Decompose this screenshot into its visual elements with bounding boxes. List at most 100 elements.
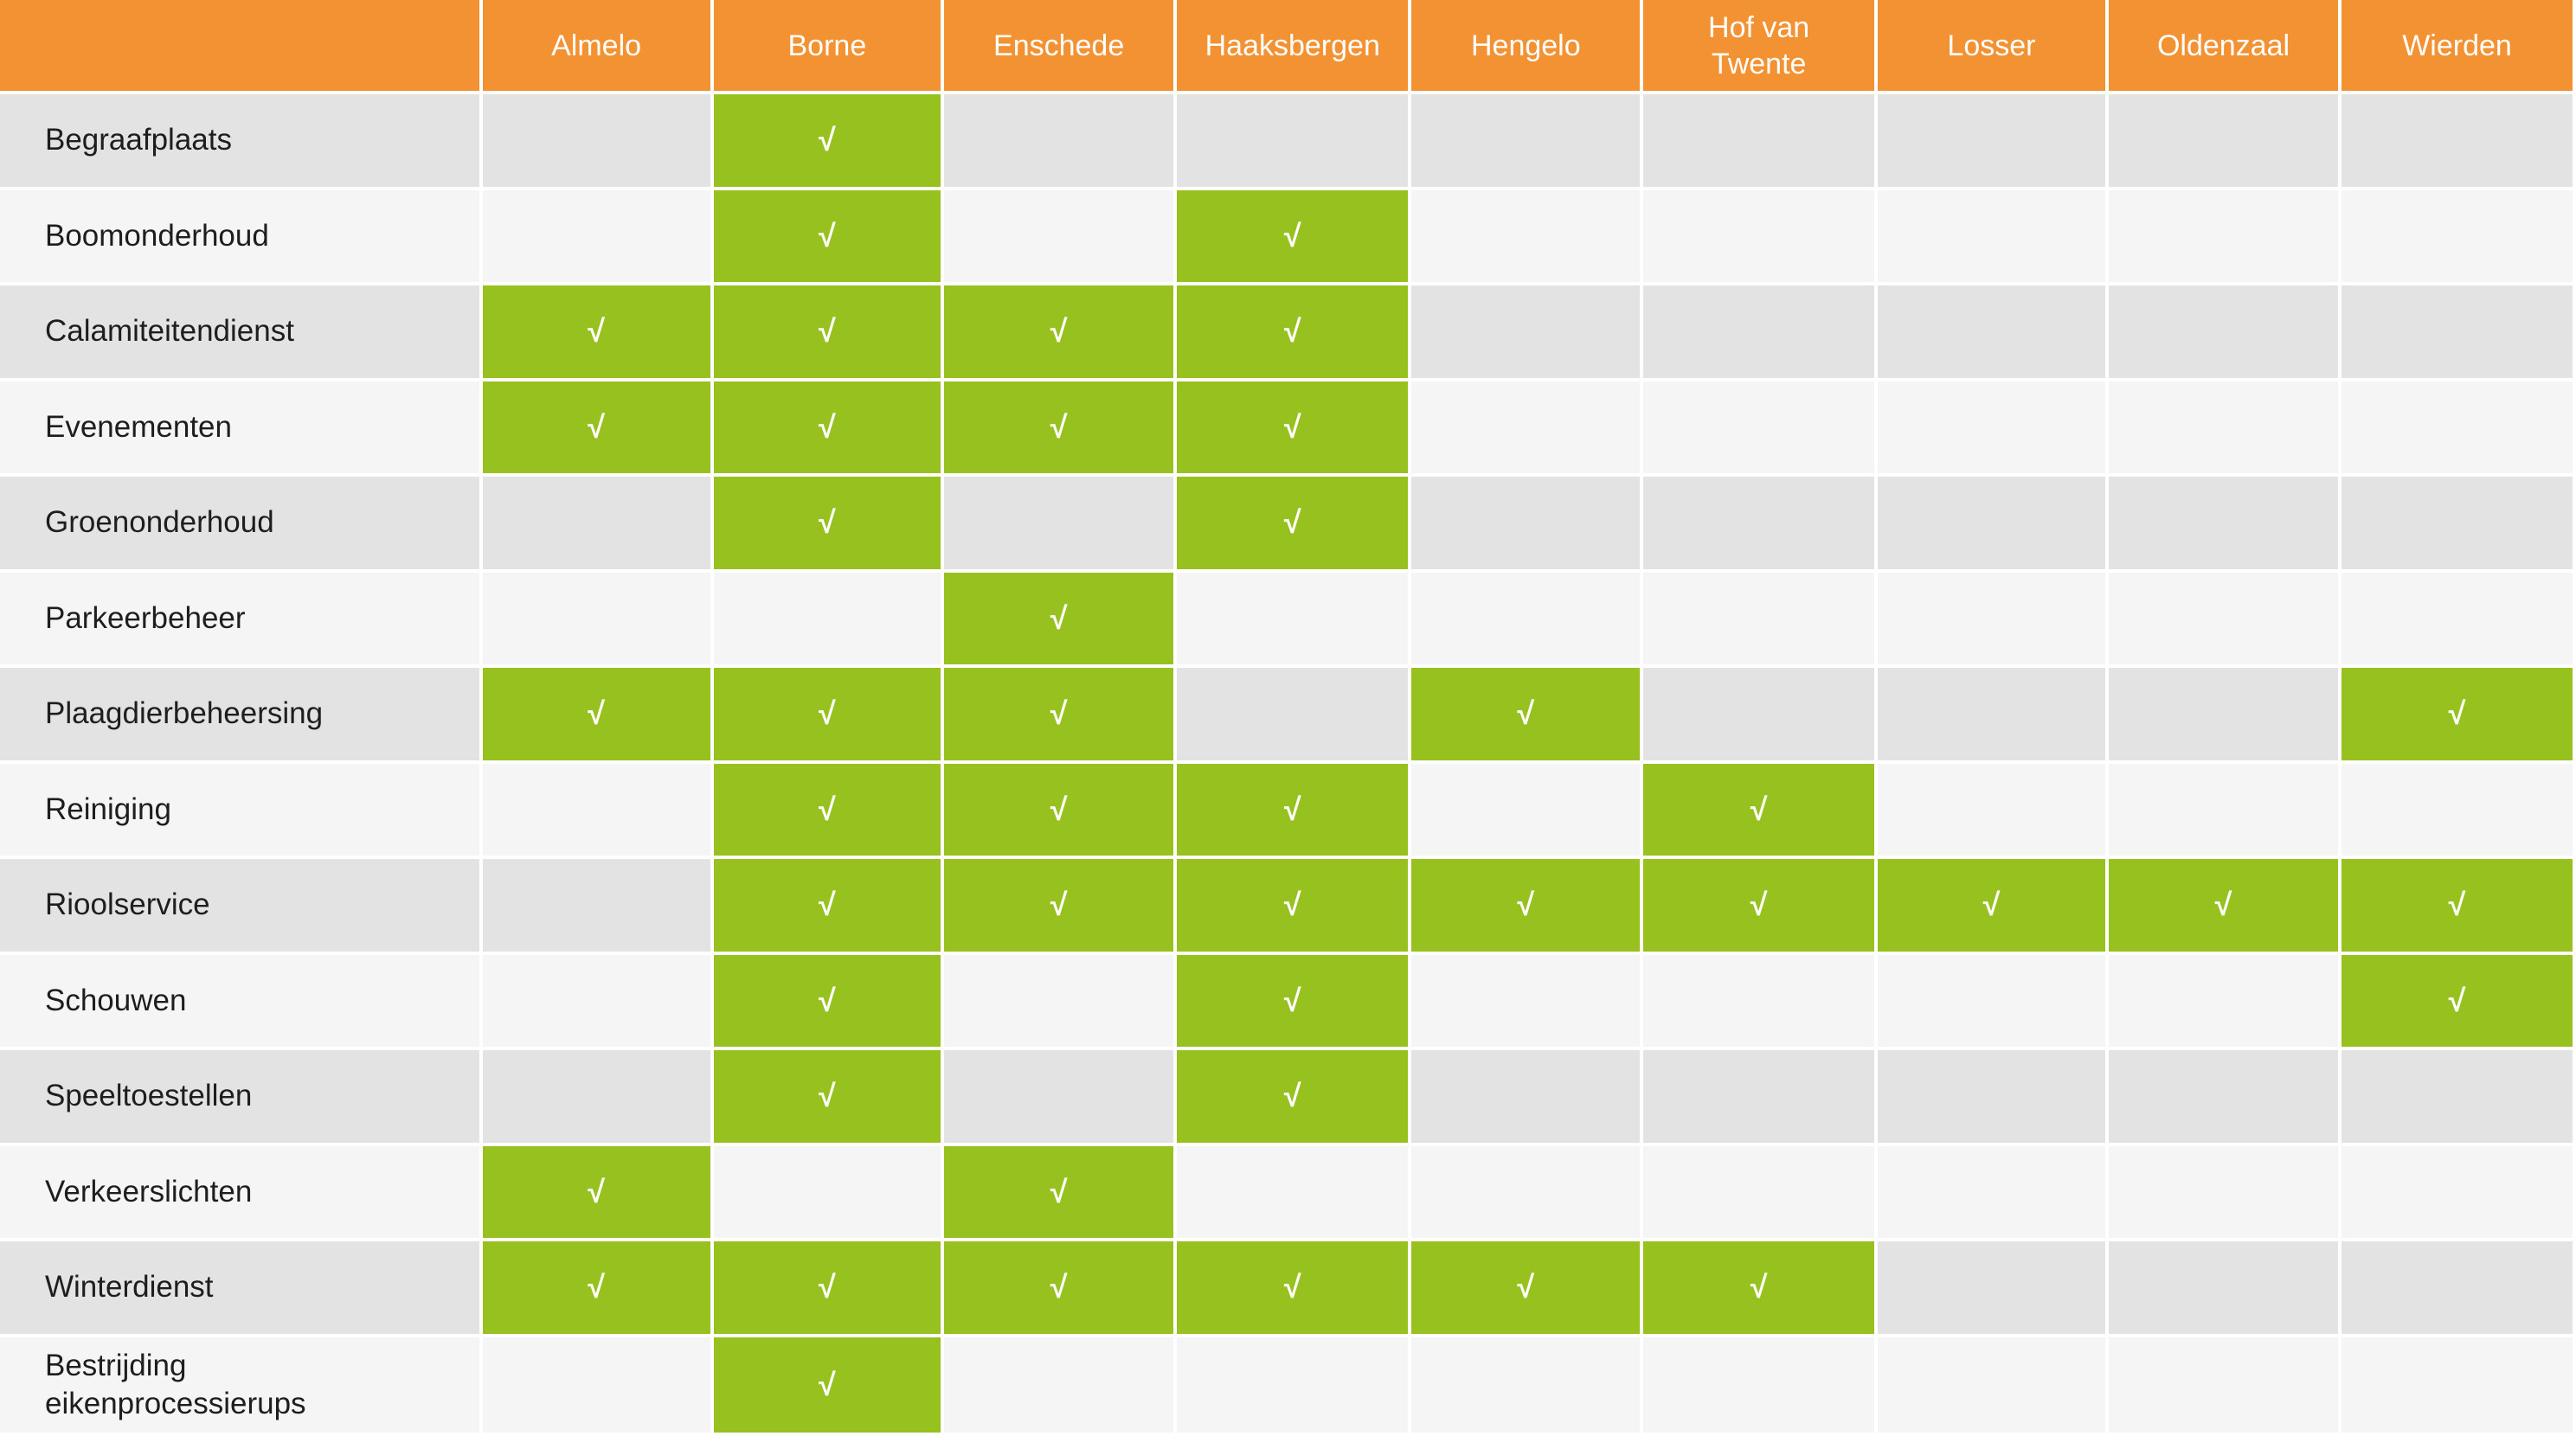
- check-cell: √: [713, 1241, 941, 1334]
- empty-cell: [2108, 1337, 2339, 1433]
- empty-cell: [2342, 477, 2573, 569]
- check-mark-icon: √: [1750, 1269, 1768, 1305]
- check-cell: √: [713, 381, 941, 473]
- empty-cell: [944, 189, 1174, 282]
- check-mark-icon: √: [1283, 1078, 1301, 1114]
- check-cell: √: [713, 763, 941, 856]
- check-mark-icon: √: [1283, 313, 1301, 349]
- empty-cell: [944, 954, 1174, 1047]
- empty-cell: [1877, 189, 2105, 282]
- check-cell: √: [2342, 859, 2573, 952]
- table-row: Verkeerslichten √ √: [0, 1145, 2573, 1238]
- check-cell: √: [944, 572, 1174, 664]
- check-cell: √: [482, 381, 710, 473]
- check-mark-icon: √: [818, 1269, 836, 1305]
- check-cell: √: [482, 285, 710, 378]
- check-cell: √: [713, 859, 941, 952]
- empty-cell: [1177, 94, 1409, 187]
- check-mark-icon: √: [1283, 791, 1301, 827]
- empty-cell: [1177, 1337, 1409, 1433]
- check-mark-icon: √: [1517, 696, 1535, 732]
- row-label: Rioolservice: [0, 859, 479, 952]
- empty-cell: [2108, 668, 2339, 760]
- check-cell: √: [1177, 189, 1409, 282]
- empty-cell: [944, 94, 1174, 187]
- table-row: Rioolservice √ √ √ √ √ √ √ √: [0, 859, 2573, 952]
- empty-cell: [1643, 477, 1874, 569]
- empty-cell: [2108, 477, 2339, 569]
- check-mark-icon: √: [588, 1173, 605, 1209]
- empty-cell: [1643, 668, 1874, 760]
- check-cell: √: [1643, 763, 1874, 856]
- empty-cell: [1177, 1145, 1409, 1238]
- row-label: Parkeerbeheer: [0, 572, 479, 664]
- row-label: Groenonderhoud: [0, 477, 479, 569]
- empty-cell: [1643, 572, 1874, 664]
- check-mark-icon: √: [1283, 982, 1301, 1018]
- empty-cell: [944, 1337, 1174, 1433]
- empty-cell: [2108, 94, 2339, 187]
- empty-cell: [482, 1337, 710, 1433]
- empty-cell: [1643, 1337, 1874, 1433]
- empty-cell: [1877, 1241, 2105, 1334]
- check-mark-icon: √: [1283, 887, 1301, 923]
- check-cell: √: [713, 477, 941, 569]
- empty-cell: [2342, 285, 2573, 378]
- empty-cell: [1877, 1337, 2105, 1433]
- table-row: Speeltoestellen √ √: [0, 1050, 2573, 1143]
- empty-cell: [2342, 763, 2573, 856]
- empty-cell: [1411, 1145, 1641, 1238]
- check-cell: √: [2342, 668, 2573, 760]
- empty-cell: [1411, 285, 1641, 378]
- empty-cell: [1643, 285, 1874, 378]
- table-row: Begraafplaats √: [0, 94, 2573, 187]
- row-label: Verkeerslichten: [0, 1145, 479, 1238]
- empty-cell: [1877, 381, 2105, 473]
- row-label: Calamiteitendienst: [0, 285, 479, 378]
- empty-cell: [1877, 94, 2105, 187]
- check-mark-icon: √: [818, 122, 836, 158]
- empty-cell: [2342, 1337, 2573, 1433]
- check-mark-icon: √: [818, 791, 836, 827]
- empty-cell: [1877, 1145, 2105, 1238]
- check-mark-icon: √: [818, 217, 836, 253]
- empty-cell: [2342, 381, 2573, 473]
- check-cell: √: [1643, 859, 1874, 952]
- empty-cell: [2108, 1145, 2339, 1238]
- empty-cell: [482, 572, 710, 664]
- check-cell: √: [944, 763, 1174, 856]
- empty-cell: [1411, 1337, 1641, 1433]
- empty-cell: [482, 763, 710, 856]
- check-cell: √: [944, 668, 1174, 760]
- empty-cell: [1877, 572, 2105, 664]
- check-mark-icon: √: [818, 313, 836, 349]
- empty-cell: [2108, 1050, 2339, 1143]
- check-mark-icon: √: [588, 1269, 605, 1305]
- table-row: Bestrijding eikenprocessierups √: [0, 1337, 2573, 1433]
- check-cell: √: [713, 1337, 941, 1433]
- empty-cell: [2342, 572, 2573, 664]
- empty-cell: [1411, 477, 1641, 569]
- empty-cell: [1411, 381, 1641, 473]
- check-mark-icon: √: [2448, 982, 2466, 1018]
- empty-cell: [1877, 954, 2105, 1047]
- empty-cell: [482, 94, 710, 187]
- empty-cell: [2108, 954, 2339, 1047]
- empty-cell: [1643, 954, 1874, 1047]
- check-cell: √: [2108, 859, 2339, 952]
- check-mark-icon: √: [1517, 887, 1535, 923]
- check-mark-icon: √: [1050, 1173, 1068, 1209]
- row-label: Evenementen: [0, 381, 479, 473]
- table-row: Parkeerbeheer √: [0, 572, 2573, 664]
- check-mark-icon: √: [1283, 1269, 1301, 1305]
- check-mark-icon: √: [1050, 1269, 1068, 1305]
- empty-cell: [2108, 189, 2339, 282]
- check-mark-icon: √: [818, 696, 836, 732]
- empty-cell: [2108, 285, 2339, 378]
- check-cell: √: [713, 954, 941, 1047]
- check-mark-icon: √: [1283, 408, 1301, 445]
- check-cell: √: [1177, 1050, 1409, 1143]
- check-mark-icon: √: [818, 1078, 836, 1114]
- column-header-haaksbergen: Haaksbergen: [1177, 0, 1409, 91]
- check-cell: √: [1177, 859, 1409, 952]
